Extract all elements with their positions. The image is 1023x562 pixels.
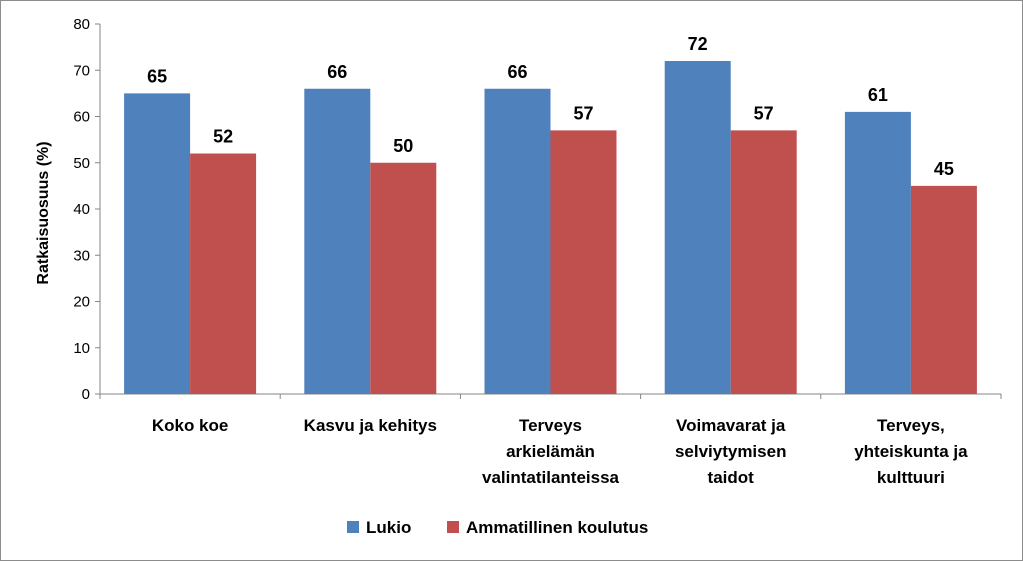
y-axis-title: Ratkaisuosuus (%) (35, 141, 52, 284)
data-label: 50 (393, 136, 413, 156)
y-tick-label: 10 (73, 340, 90, 357)
bar-ammatillinen-3 (730, 130, 797, 394)
legend-label-lukio: Lukio (366, 518, 411, 537)
bar-lukio-3 (664, 61, 731, 394)
bar-lukio-2 (484, 88, 551, 394)
y-tick-label: 40 (73, 201, 90, 218)
legend-swatch-ammatillinen (447, 521, 459, 533)
data-label: 72 (688, 34, 708, 54)
x-category-label: Voimavarat ja selviytymisen taidot (675, 416, 787, 487)
data-label: 61 (868, 85, 888, 105)
x-category-label: Terveys arkielämän valintatilanteissa (482, 416, 620, 487)
bar-lukio-1 (304, 88, 371, 394)
bar-ammatillinen-0 (190, 153, 257, 394)
data-label: 45 (934, 159, 954, 179)
chart-category-labels: Koko koe Kasvu ja kehitys Terveys arkielämä… (152, 416, 968, 487)
data-label: 52 (213, 127, 233, 147)
chart-legend: Lukio Ammatillinen koulutus (347, 518, 648, 537)
y-tick-label: 0 (82, 386, 90, 403)
chart-data-labels: 65 52 66 50 66 57 72 57 61 45 (147, 34, 954, 179)
bar-ammatillinen-4 (910, 185, 977, 394)
data-label: 66 (507, 62, 527, 82)
y-tick-label: 20 (73, 294, 90, 311)
x-category-label: Koko koe (152, 416, 229, 435)
bar-lukio-4 (844, 111, 911, 394)
y-tick-label: 60 (73, 109, 90, 126)
x-category-label: Terveys, yhteiskunta ja kulttuuri (854, 416, 968, 487)
legend-label-ammatillinen: Ammatillinen koulutus (466, 518, 648, 537)
y-tick-label: 30 (73, 247, 90, 264)
y-tick-label: 70 (73, 62, 90, 79)
data-label: 66 (327, 62, 347, 82)
legend-swatch-lukio (347, 521, 359, 533)
data-label: 57 (754, 103, 774, 123)
x-category-label: Kasvu ja kehitys (304, 416, 437, 435)
data-label: 57 (573, 103, 593, 123)
bar-ammatillinen-1 (370, 162, 437, 394)
chart-bars (124, 61, 977, 394)
y-tick-label: 80 (73, 16, 90, 33)
y-tick-label: 50 (73, 155, 90, 172)
bar-ammatillinen-2 (550, 130, 617, 394)
bar-lukio-0 (124, 93, 191, 394)
data-label: 65 (147, 66, 167, 86)
